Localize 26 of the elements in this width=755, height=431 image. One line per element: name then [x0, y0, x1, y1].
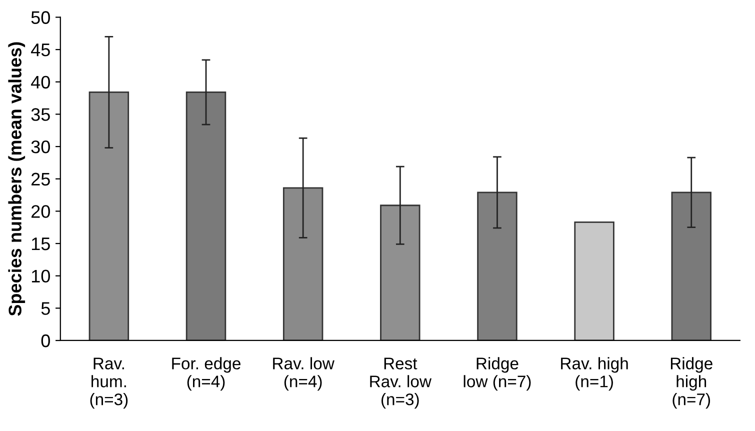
bar — [88, 92, 130, 340]
x-tick-label: Rav. low (n=4) — [273, 357, 334, 391]
y-axis-title: Species numbers (mean values) — [8, 42, 26, 316]
y-tick-label: 0 — [41, 334, 50, 348]
y-tick-label: 30 — [31, 140, 50, 154]
bar — [380, 204, 420, 340]
y-tick-label: 20 — [32, 205, 50, 218]
bar — [282, 187, 324, 340]
x-tick-label: Rav. high (n=1) — [561, 357, 628, 391]
y-tick-label: 35 — [31, 108, 50, 121]
bar — [186, 92, 226, 340]
x-tick-label: Rav. hum. (n=3) — [90, 358, 128, 409]
x-tick-label: Ridge low (n=7) — [464, 357, 531, 391]
x-tick-label: Rest Rav. low (n=3) — [370, 358, 432, 409]
bar — [671, 192, 712, 340]
y-tick-label: 10 — [32, 270, 50, 283]
y-tick-label: 15 — [32, 238, 50, 250]
y-tick-label: 50 — [31, 11, 50, 24]
y-tick-label: 25 — [32, 172, 50, 186]
y-tick-label: 40 — [31, 76, 50, 89]
x-tick-label: Ridge high (n=7) — [670, 357, 712, 409]
x-tick-label: For. edge (n=4) — [172, 357, 240, 391]
bar — [477, 192, 518, 340]
y-tick-label: 45 — [31, 44, 50, 56]
y-tick-label: 5 — [41, 302, 50, 315]
bar — [574, 221, 614, 340]
